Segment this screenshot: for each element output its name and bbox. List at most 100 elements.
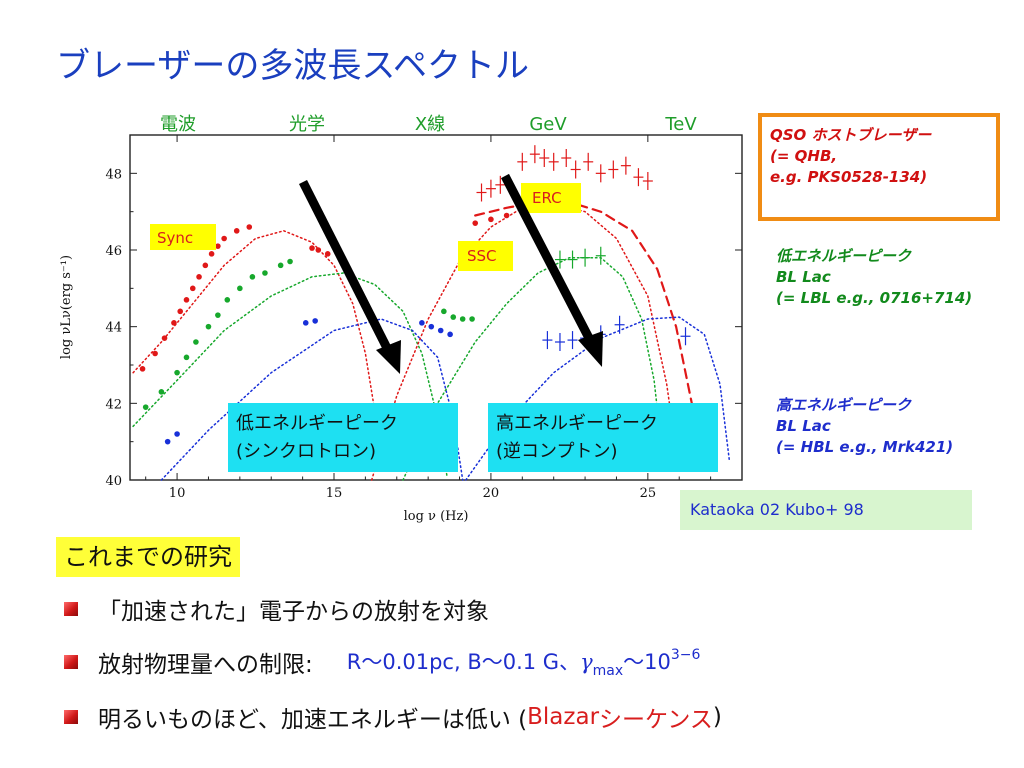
data-point-green <box>237 285 243 292</box>
qso-line-2: (= QHB, <box>770 147 838 165</box>
axis-ticks: 10 15 20 25 40 42 44 46 48 <box>105 135 743 501</box>
data-point-red <box>152 350 158 357</box>
qso-label-box: QSO ホストブレーザー (= QHB, e.g. PKS0528-134) <box>758 113 1000 221</box>
data-point-red <box>233 228 240 234</box>
data-point-blue <box>312 318 318 324</box>
high-peak-line-1: 高エネルギーピーク <box>776 396 912 414</box>
data-point-red-errorbar <box>642 172 653 190</box>
data-point-red-errorbar <box>495 175 506 194</box>
annotation-high-peak: 高エネルギーピーク (逆コンプトン) <box>488 403 718 472</box>
reference-box: Kataoka 02 Kubo+ 98 <box>680 490 972 530</box>
qso-line-3: e.g. PKS0528-134) <box>770 168 928 186</box>
bullet-2-params: R〜0.01pc, B〜0.1 G、γmax〜103−6 <box>347 646 701 679</box>
data-point-blue <box>437 327 444 334</box>
data-point-green <box>224 297 231 303</box>
data-point-red-errorbar <box>539 149 550 167</box>
data-point-blue <box>419 320 425 326</box>
data-point-red-errorbar <box>583 152 594 171</box>
data-point-green-errorbar <box>567 250 578 269</box>
y-tick-label: 44 <box>105 321 122 336</box>
tag-sync: Sync <box>150 224 216 250</box>
annotation-low-peak: 低エネルギーピーク (シンクロトロン) <box>228 403 458 472</box>
tag-erc: ERC <box>521 183 581 213</box>
data-point-red <box>215 243 221 249</box>
data-point-green-errorbar <box>595 246 606 265</box>
data-point-blue <box>302 320 309 326</box>
low-peak-line-1: 低エネルギーピーク <box>776 247 912 265</box>
data-point-red <box>183 297 190 303</box>
model-curve-red-sync <box>132 230 382 466</box>
bullet-3-blazar: Blazar <box>527 704 600 730</box>
data-point-red-errorbar <box>476 183 487 202</box>
annotation-low-line1: 低エネルギーピーク <box>236 413 398 434</box>
data-point-red <box>171 320 177 326</box>
data-point-red <box>161 335 168 341</box>
data-point-green <box>215 312 221 318</box>
data-point-blue-errorbar <box>554 333 565 351</box>
high-peak-label: 高エネルギーピーク BL Lac (= HBL e.g., Mrk421) <box>776 395 953 458</box>
data-point-green <box>450 314 457 320</box>
data-point-green <box>262 270 268 276</box>
annotation-low-line2: (シンクロトロン) <box>236 441 376 462</box>
data-point-red-errorbar <box>561 149 572 167</box>
data-point-green-errorbar <box>554 250 565 269</box>
data-point-green <box>249 274 256 280</box>
band-labels: 電波 光学 X線 GeV TeV <box>160 114 697 135</box>
data-point-blue <box>174 431 180 437</box>
y-tick-label: 40 <box>105 474 122 489</box>
data-point-green <box>158 389 165 395</box>
data-point-red <box>488 216 494 223</box>
tag-erc-label: ERC <box>532 189 562 207</box>
data-point-red <box>324 251 331 257</box>
bullet-3-text: 明るいものほど、加速エネルギーは低い ( <box>98 707 528 733</box>
bullet-3-sequence: シーケンス <box>599 707 713 733</box>
band-label: 電波 <box>160 114 196 135</box>
bullet-2-power: 〜10 <box>623 649 671 674</box>
data-point-red-errorbar <box>620 156 631 175</box>
data-point-green <box>469 316 475 322</box>
data-point-red-errorbar <box>570 160 581 179</box>
bullet-3-close: ) <box>712 704 722 730</box>
data-point-green <box>441 308 447 315</box>
x-axis-label: log ν (Hz) <box>404 509 469 524</box>
data-point-blue <box>447 331 453 338</box>
band-label: X線 <box>415 114 445 135</box>
band-label: TeV <box>664 114 697 135</box>
data-points <box>139 145 691 445</box>
data-point-red <box>208 251 215 257</box>
bullet-square-icon <box>64 710 78 724</box>
data-point-red <box>202 262 209 269</box>
data-point-green <box>459 316 466 322</box>
data-point-green <box>142 404 149 410</box>
bullet-square-icon <box>64 602 78 616</box>
data-point-green <box>183 354 190 361</box>
annotation-high-line1: 高エネルギーピーク <box>496 413 658 434</box>
bullet-1-text: 「加速された」電子からの放射を対象 <box>98 599 489 625</box>
tag-ssc: SSC <box>458 241 513 271</box>
x-tick-label: 15 <box>326 486 343 501</box>
model-curve-green-sync <box>132 272 448 477</box>
data-point-red <box>221 235 227 242</box>
low-peak-line-2: BL Lac <box>776 268 831 286</box>
data-point-red-errorbar <box>485 179 496 198</box>
data-point-green <box>205 323 212 330</box>
band-label: 光学 <box>289 114 325 135</box>
model-curve-red-ssc <box>370 203 680 481</box>
tag-sync-label: Sync <box>157 229 193 247</box>
model-curve-blue-ssc <box>465 316 731 481</box>
bullet-item-3: 明るいものほど、加速エネルギーは低い ( Blazar シーケンス ) <box>64 700 722 734</box>
arrow-high-peak <box>501 173 603 367</box>
slide-title: ブレーザーの多波長スペクトル <box>56 46 529 86</box>
data-point-red <box>196 274 202 280</box>
arrow-low-peak <box>298 179 401 374</box>
bullet-square-icon <box>64 655 78 669</box>
data-point-red-errorbar <box>608 160 619 179</box>
data-point-green <box>174 369 180 376</box>
power-superscript: 3−6 <box>670 646 701 663</box>
bullet-item-2: 放射物理量への制限: R〜0.01pc, B〜0.1 G、γmax〜103−6 <box>64 645 700 679</box>
data-point-red <box>189 285 196 292</box>
plot-frame <box>129 134 743 481</box>
low-peak-label: 低エネルギーピーク BL Lac (= LBL e.g., 0716+714) <box>776 246 972 309</box>
data-point-red-errorbar <box>548 152 559 171</box>
